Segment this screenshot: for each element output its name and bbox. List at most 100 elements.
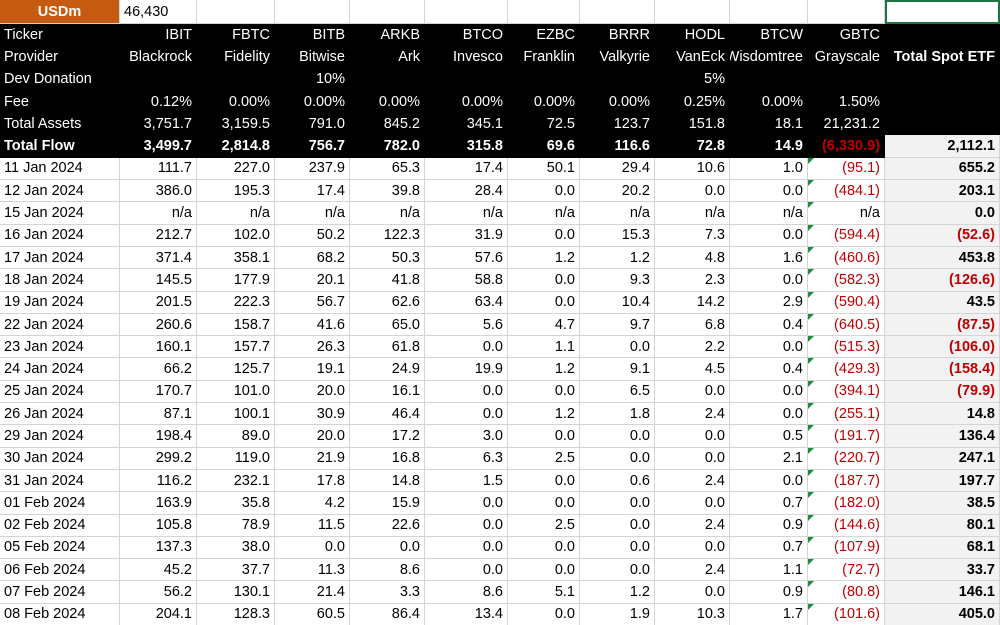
cell[interactable]: 137.3 [120,536,197,560]
cell[interactable]: 0.0 [580,336,655,359]
cell[interactable] [425,68,508,91]
cell[interactable]: Ark [350,46,425,69]
cell[interactable]: 9.3 [580,269,655,292]
cell[interactable]: 28.4 [425,180,508,203]
cell[interactable]: 78.9 [197,514,275,537]
cell[interactable]: 2.3 [655,269,730,292]
cell[interactable]: 20.1 [275,269,350,292]
cell[interactable]: (95.1) [808,157,885,181]
cell[interactable]: 0.0 [655,380,730,404]
cell[interactable]: 222.3 [197,291,275,314]
cell[interactable]: 23 Jan 2024 [0,336,120,359]
cell[interactable]: 227.0 [197,157,275,181]
cell[interactable]: 87.1 [120,403,197,426]
cell[interactable]: 17.4 [425,157,508,181]
cell[interactable]: (79.9) [885,380,1000,404]
cell[interactable]: 0.0 [580,425,655,448]
cell[interactable]: 122.3 [350,224,425,247]
cell[interactable]: 05 Feb 2024 [0,536,120,560]
cell[interactable]: 18.1 [730,113,808,136]
cell[interactable]: 0.0 [425,403,508,426]
cell[interactable]: 15.9 [350,492,425,515]
cell[interactable]: 69.6 [508,135,580,158]
cell[interactable]: 782.0 [350,135,425,158]
cell[interactable]: 20.0 [275,425,350,448]
cell[interactable]: 31 Jan 2024 [0,469,120,493]
cell[interactable]: 1.9 [580,603,655,625]
cell[interactable]: 0.0 [508,380,580,404]
cell[interactable]: n/a [580,202,655,225]
cell[interactable]: 4.5 [655,358,730,381]
cell[interactable]: 60.5 [275,603,350,625]
cell[interactable]: 56.2 [120,581,197,604]
cell[interactable]: 65.0 [350,313,425,337]
cell[interactable]: 0.0 [508,291,580,314]
cell[interactable]: 204.1 [120,603,197,625]
cell[interactable]: n/a [275,202,350,225]
cell[interactable]: 1.8 [580,403,655,426]
cell[interactable]: 2,814.8 [197,135,275,158]
cell[interactable]: 2.4 [655,469,730,493]
cell[interactable]: 1.6 [730,246,808,270]
cell[interactable]: 756.7 [275,135,350,158]
cell[interactable]: 1.2 [508,403,580,426]
cell[interactable]: (158.4) [885,358,1000,381]
cell[interactable]: Total Flow [0,135,120,158]
cell[interactable]: 22.6 [350,514,425,537]
cell[interactable]: 6.5 [580,380,655,404]
cell[interactable]: 116.6 [580,135,655,158]
cell[interactable]: 62.6 [350,291,425,314]
cell[interactable]: 20.0 [275,380,350,404]
cell[interactable]: 6.3 [425,447,508,470]
cell[interactable]: 158.7 [197,313,275,337]
cell[interactable]: FBTC [197,24,275,47]
cell[interactable]: 38.0 [197,536,275,560]
cell[interactable] [730,0,808,24]
cell[interactable]: 14.2 [655,291,730,314]
cell[interactable]: n/a [120,202,197,225]
cell[interactable]: 21,231.2 [808,113,885,136]
cell[interactable] [425,0,508,24]
cell[interactable]: 105.8 [120,514,197,537]
cell[interactable]: (429.3) [808,358,885,381]
cell[interactable]: 50.3 [350,246,425,270]
cell[interactable]: Provider [0,46,120,69]
cell[interactable]: 1.1 [730,559,808,582]
cell[interactable]: BRRR [580,24,655,47]
cell[interactable]: 0.0 [655,536,730,560]
cell[interactable]: 07 Feb 2024 [0,581,120,604]
cell[interactable]: Franklin [508,46,580,69]
cell[interactable]: 86.4 [350,603,425,625]
cell[interactable]: 177.9 [197,269,275,292]
cell[interactable]: Valkyrie [580,46,655,69]
cell[interactable]: Total Spot ETF [885,46,1000,69]
cell[interactable]: 0.0 [730,224,808,247]
cell[interactable]: 58.8 [425,269,508,292]
cell[interactable]: n/a [730,202,808,225]
cell[interactable]: IBIT [120,24,197,47]
cell[interactable]: n/a [350,202,425,225]
cell[interactable]: 50.2 [275,224,350,247]
cell[interactable]: 8.6 [350,559,425,582]
cell[interactable]: 0.00% [197,90,275,114]
cell[interactable]: 3,751.7 [120,113,197,136]
cell[interactable] [885,68,1000,91]
cell[interactable]: 136.4 [885,425,1000,448]
cell[interactable]: 9.7 [580,313,655,337]
cell[interactable]: (515.3) [808,336,885,359]
cell[interactable]: 0.0 [580,447,655,470]
cell[interactable]: 0.9 [730,581,808,604]
cell[interactable]: 10.4 [580,291,655,314]
cell[interactable]: Dev Donation [0,68,120,91]
cell[interactable]: 163.9 [120,492,197,515]
cell[interactable]: (220.7) [808,447,885,470]
cell[interactable]: 299.2 [120,447,197,470]
cell[interactable] [350,68,425,91]
cell[interactable]: 11 Jan 2024 [0,157,120,181]
cell[interactable]: 237.9 [275,157,350,181]
cell[interactable]: Fee [0,90,120,114]
cell[interactable]: 0.00% [275,90,350,114]
cell[interactable]: 37.7 [197,559,275,582]
cell[interactable]: GBTC [808,24,885,47]
cell[interactable]: 63.4 [425,291,508,314]
